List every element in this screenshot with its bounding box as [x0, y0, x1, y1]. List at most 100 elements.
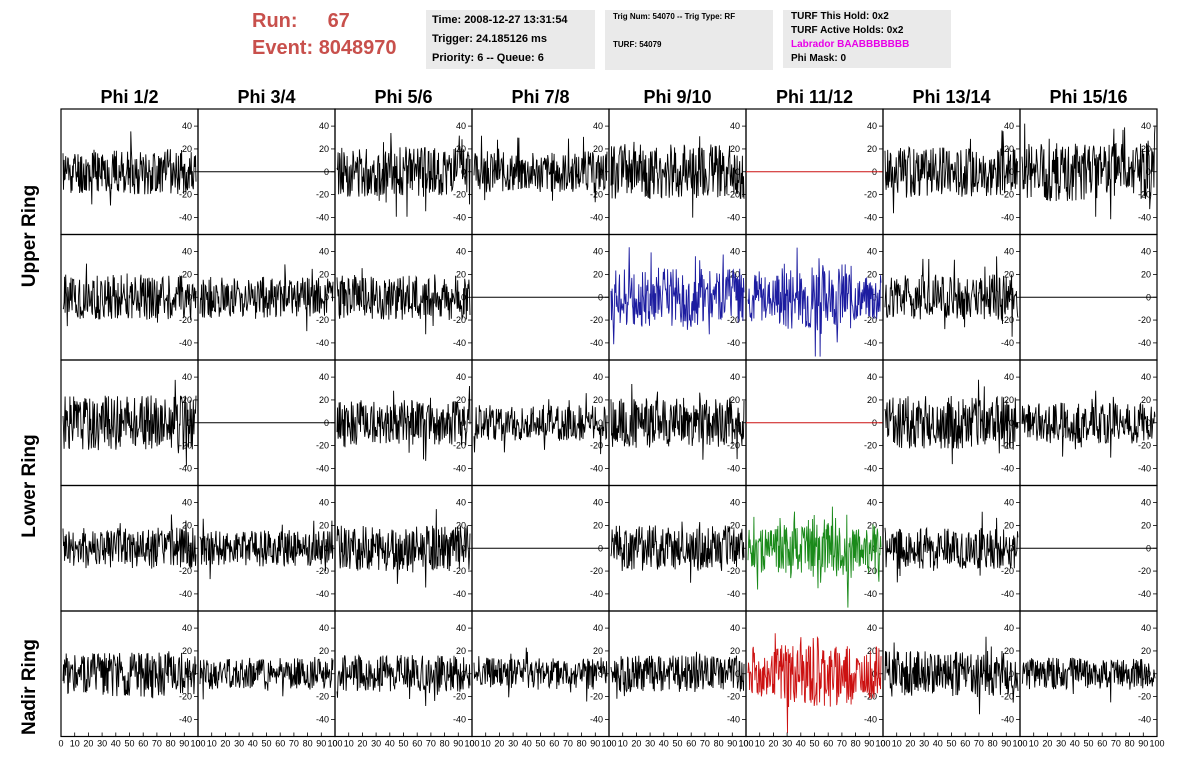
y-tick-label: 20 — [1004, 520, 1014, 530]
y-tick-label: -40 — [453, 463, 466, 473]
y-tick-label: 20 — [867, 269, 877, 279]
y-tick-label: 40 — [182, 247, 192, 257]
x-tick-label: 0 — [195, 739, 200, 749]
y-tick-label: 20 — [319, 269, 329, 279]
y-tick-label: -20 — [1138, 692, 1151, 702]
x-tick-label: 20 — [768, 739, 778, 749]
waveform-trace — [62, 514, 197, 569]
y-tick-label: 40 — [319, 372, 329, 382]
y-tick-label: 20 — [593, 269, 603, 279]
y-tick-label: -40 — [179, 714, 192, 724]
y-tick-label: -20 — [316, 566, 329, 576]
phi-column-label-7: Phi 13/14 — [912, 87, 991, 107]
x-tick-label: 90 — [316, 739, 326, 749]
x-tick-label: 50 — [124, 739, 134, 749]
x-tick-label: 90 — [1001, 739, 1011, 749]
x-tick-label: 10 — [618, 739, 628, 749]
y-tick-label: -20 — [1138, 566, 1151, 576]
turf-text: TURF: 54079 — [613, 40, 662, 49]
x-tick-label: 90 — [453, 739, 463, 749]
y-tick-label: 20 — [182, 144, 192, 154]
y-tick-label: 40 — [1004, 372, 1014, 382]
y-tick-label: -20 — [864, 566, 877, 576]
waveform-panel-r5-c5: 40 20 0 -20 -40 — [608, 610, 747, 738]
y-tick-label: 40 — [1004, 247, 1014, 257]
waveform-panel-r2-c2: 40 20 0 -20 -40 — [197, 233, 336, 361]
waveform-trace — [473, 647, 608, 702]
y-tick-label: 40 — [456, 372, 466, 382]
waveform-trace — [884, 636, 1019, 715]
x-tick-label: 30 — [919, 739, 929, 749]
waveform-trace — [336, 132, 471, 217]
y-tick-label: 40 — [1004, 498, 1014, 508]
y-tick-label: -40 — [590, 714, 603, 724]
y-tick-label: 20 — [730, 646, 740, 656]
y-tick-label: -40 — [1001, 338, 1014, 348]
y-tick-label: 20 — [1004, 646, 1014, 656]
y-tick-label: 40 — [1141, 247, 1151, 257]
x-tick-label: 80 — [166, 739, 176, 749]
x-tick-label: 10 — [344, 739, 354, 749]
y-tick-label: -40 — [453, 714, 466, 724]
y-tick-label: -20 — [453, 441, 466, 451]
x-tick-label: 20 — [494, 739, 504, 749]
waveform-trace — [884, 511, 1019, 583]
x-tick-label: 100 — [190, 739, 205, 749]
y-tick-label: -20 — [179, 315, 192, 325]
waveform-panel-r3-c4: 40 20 0 -20 -40 — [471, 359, 610, 487]
run-event-block: Run: 67 Event: 8048970 — [252, 8, 417, 62]
x-tick-label: 80 — [1125, 739, 1135, 749]
x-tick-label: 40 — [1070, 739, 1080, 749]
x-tick-label: 30 — [508, 739, 518, 749]
turf-active-holds-text: TURF Active Holds: 0x2 — [791, 25, 904, 36]
priority-text: Priority: 6 -- Queue: 6 — [432, 52, 544, 64]
y-tick-label: 20 — [456, 646, 466, 656]
y-tick-label: 40 — [456, 247, 466, 257]
y-tick-label: -20 — [1001, 190, 1014, 200]
y-tick-label: 20 — [1141, 269, 1151, 279]
x-tick-label: 30 — [97, 739, 107, 749]
waveform-trace — [62, 263, 197, 327]
y-tick-label: 20 — [730, 144, 740, 154]
y-tick-label: 20 — [319, 646, 329, 656]
y-tick-label: -20 — [179, 566, 192, 576]
run-value: 67 — [327, 10, 350, 32]
y-tick-label: 40 — [456, 623, 466, 633]
x-tick-label: 20 — [83, 739, 93, 749]
y-tick-label: -20 — [1001, 315, 1014, 325]
waveform-trace — [884, 256, 1019, 337]
y-tick-label: -20 — [590, 692, 603, 702]
y-tick-label: -40 — [316, 212, 329, 222]
y-tick-label: -20 — [864, 315, 877, 325]
x-tick-label: 20 — [1042, 739, 1052, 749]
y-tick-label: 0 — [1146, 418, 1151, 428]
phi-column-label-8: Phi 15/16 — [1049, 87, 1128, 107]
x-tick-label: 80 — [714, 739, 724, 749]
x-tick-label: 0 — [58, 739, 63, 749]
waveform-trace — [336, 509, 471, 588]
y-tick-label: 40 — [730, 623, 740, 633]
y-tick-label: -20 — [453, 692, 466, 702]
y-tick-label: -20 — [179, 190, 192, 200]
y-tick-label: 40 — [319, 623, 329, 633]
y-tick-label: 20 — [593, 646, 603, 656]
x-tick-label: 40 — [796, 739, 806, 749]
y-tick-label: 20 — [456, 395, 466, 405]
x-tick-label: 60 — [1097, 739, 1107, 749]
y-tick-label: -40 — [453, 212, 466, 222]
y-tick-label: -40 — [316, 338, 329, 348]
y-tick-label: 20 — [1141, 646, 1151, 656]
y-tick-label: 40 — [867, 247, 877, 257]
x-tick-label: 100 — [327, 739, 342, 749]
phi-column-label-2: Phi 3/4 — [237, 87, 296, 107]
y-tick-label: 40 — [593, 372, 603, 382]
y-tick-label: 40 — [593, 121, 603, 131]
y-tick-label: 40 — [1141, 498, 1151, 508]
y-tick-label: -20 — [864, 692, 877, 702]
phi-mask-text: Phi Mask: 0 — [791, 53, 847, 64]
